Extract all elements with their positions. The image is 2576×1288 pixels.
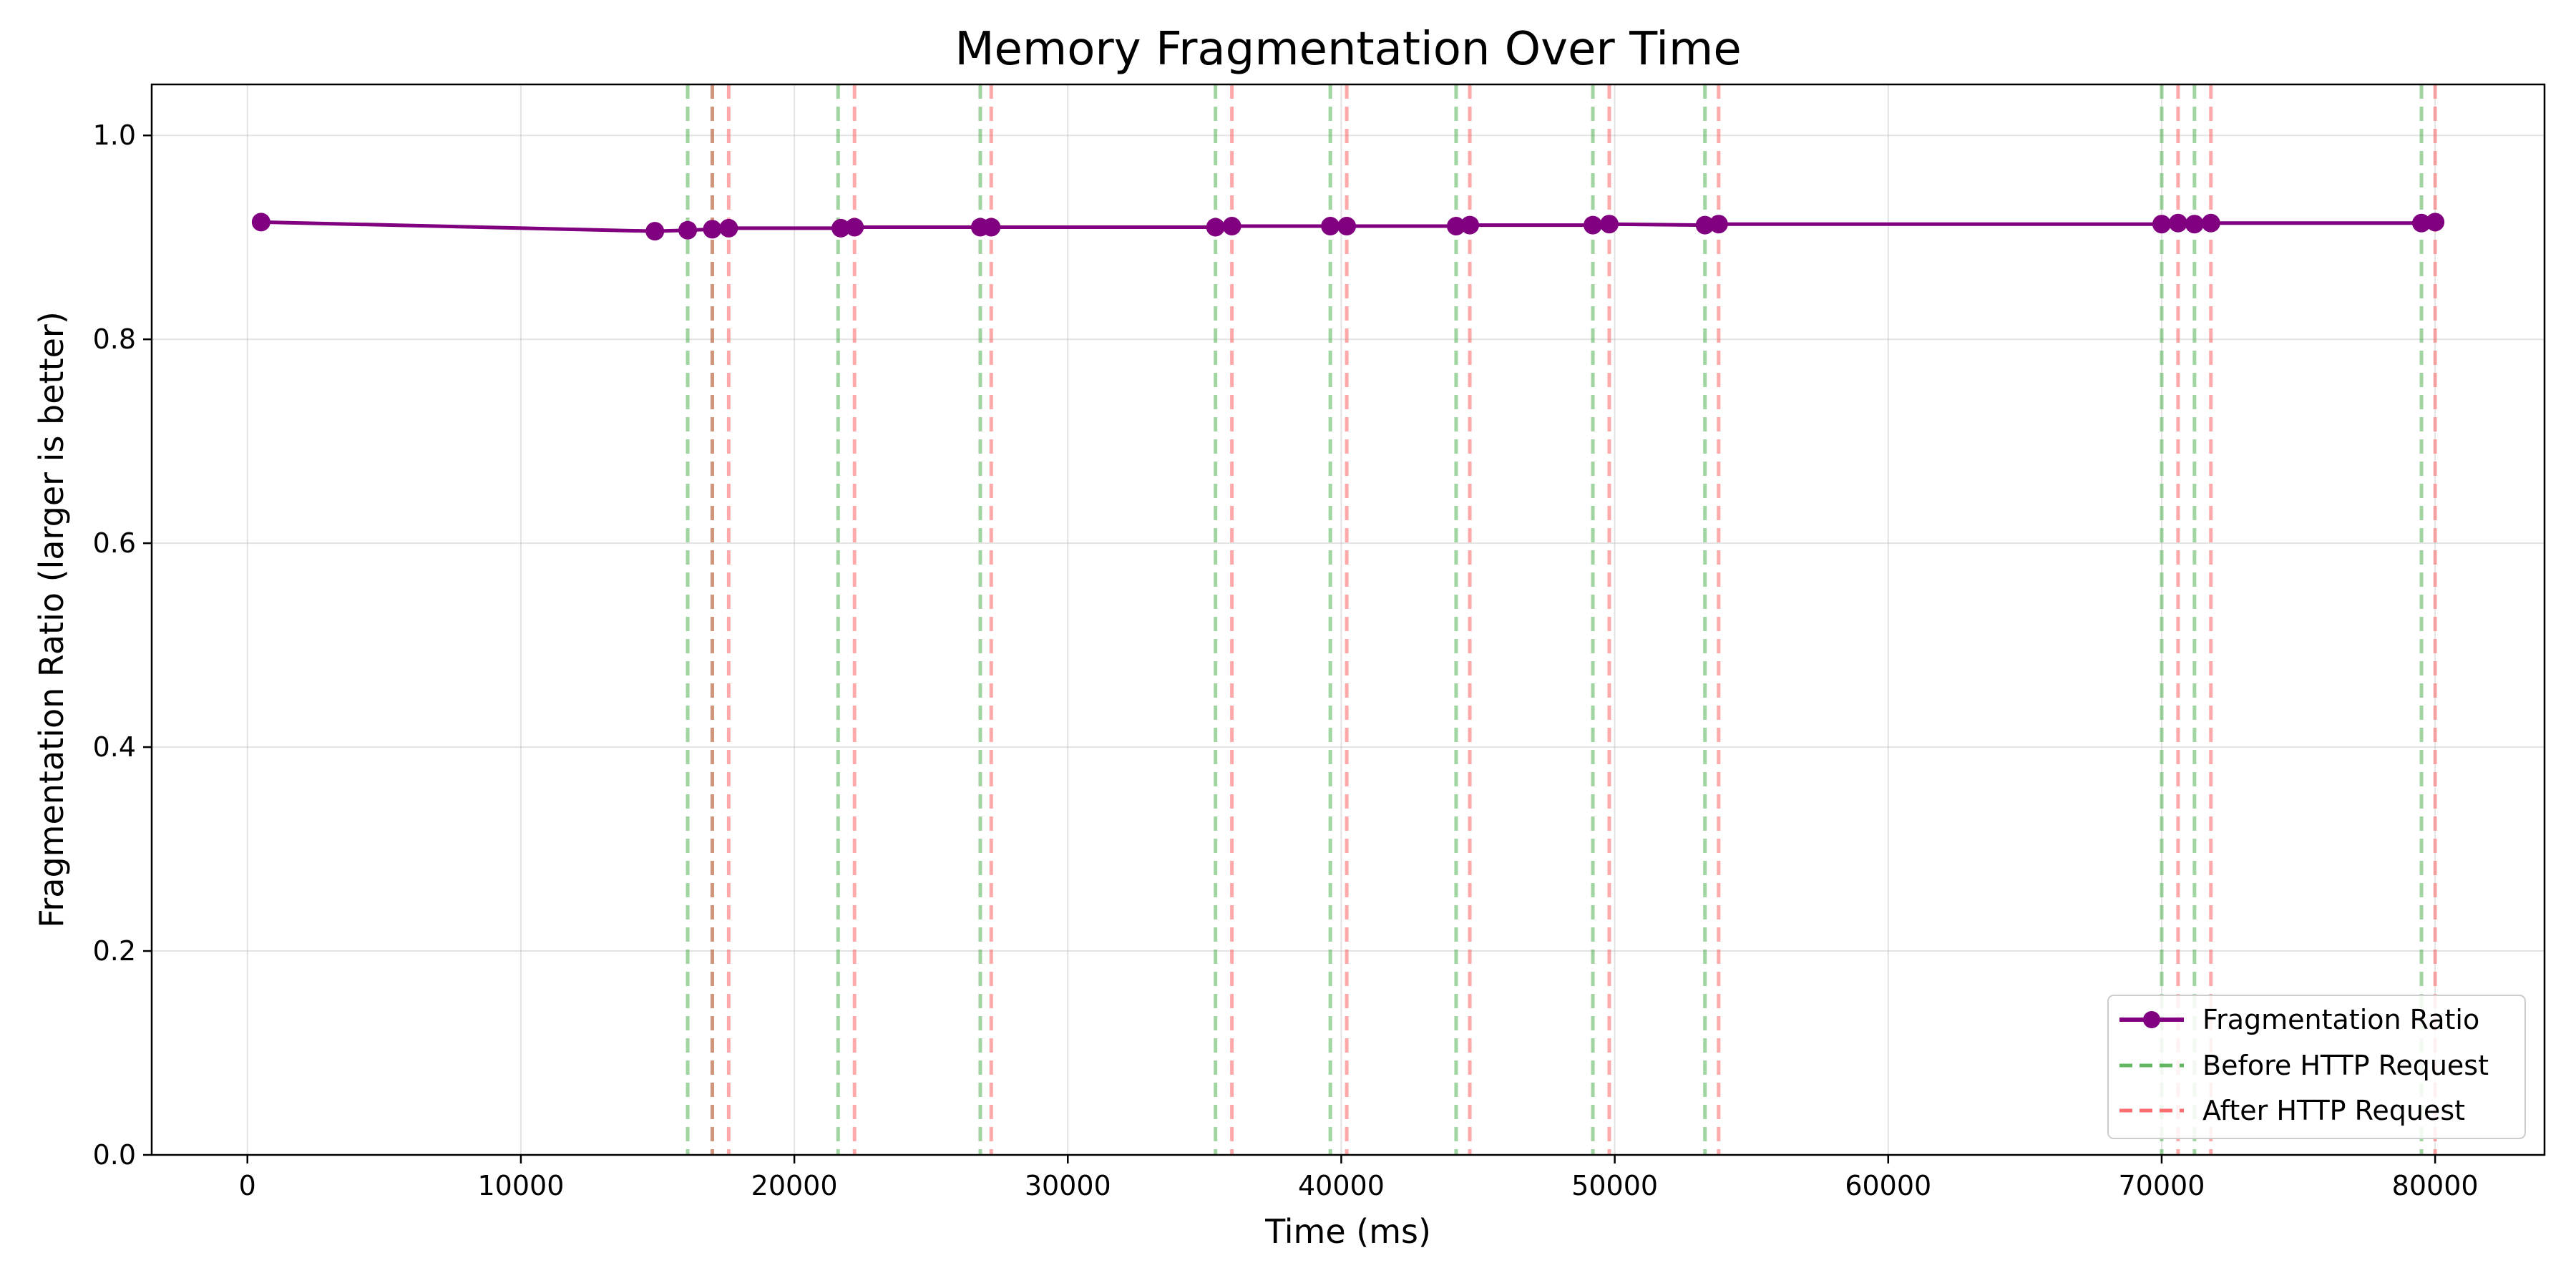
- data-point: [2185, 215, 2204, 234]
- y-tick-label: 0.2: [93, 935, 136, 967]
- data-point: [982, 218, 1001, 237]
- data-point: [831, 218, 851, 238]
- x-tick-label: 30000: [1025, 1170, 1111, 1201]
- data-point: [1337, 217, 1357, 236]
- data-point: [1599, 215, 1619, 234]
- data-point: [2152, 215, 2171, 234]
- data-point: [1460, 215, 1480, 235]
- y-tick-label: 1.0: [93, 119, 136, 151]
- data-point: [1709, 215, 1728, 234]
- legend-label-after: After HTTP Request: [2202, 1095, 2465, 1126]
- data-point: [719, 218, 738, 238]
- x-tick-label: 50000: [1571, 1170, 1658, 1201]
- y-tick-label: 0.4: [93, 731, 136, 763]
- x-tick-label: 70000: [2119, 1170, 2205, 1201]
- data-point: [2426, 213, 2445, 232]
- data-point: [678, 220, 698, 240]
- y-tick-label: 0.8: [93, 323, 136, 355]
- x-tick-label: 0: [239, 1170, 256, 1201]
- plot-frame: [150, 83, 2546, 1156]
- x-tick-label: 40000: [1298, 1170, 1385, 1201]
- data-point: [1321, 217, 1340, 236]
- series-layer: [251, 213, 2445, 241]
- legend-box: [2107, 995, 2526, 1139]
- vertical-lines-layer: [686, 84, 2437, 1155]
- data-point: [1695, 215, 1714, 235]
- x-ticks: 0 10000 20000 30000 40000 50000 60000 70000 8000…: [239, 1155, 2479, 1201]
- y-tick-label: 0.0: [93, 1139, 136, 1171]
- legend-marker-fragmentation: [2143, 1011, 2160, 1028]
- data-point: [703, 220, 722, 239]
- data-point: [645, 222, 665, 241]
- y-ticks: 0.0 0.2 0.4 0.6 0.8 1.0: [93, 119, 152, 1171]
- data-point: [1446, 217, 1465, 236]
- data-point: [1206, 218, 1225, 237]
- data-point: [1222, 217, 1241, 236]
- data-point: [2412, 213, 2431, 233]
- legend-label-fragmentation: Fragmentation Ratio: [2202, 1004, 2479, 1035]
- x-tick-label: 10000: [477, 1170, 564, 1201]
- data-point: [1584, 215, 1603, 235]
- data-point: [845, 218, 864, 237]
- legend: Fragmentation Ratio Before HTTP Request …: [2107, 995, 2526, 1139]
- data-point: [251, 213, 270, 232]
- data-point: [2201, 213, 2220, 233]
- chart-title: Memory Fragmentation Over Time: [955, 23, 1741, 76]
- x-axis-label: Time (ms): [1264, 1212, 1431, 1251]
- y-tick-label: 0.6: [93, 527, 136, 559]
- data-point: [2168, 213, 2187, 233]
- legend-label-before: Before HTTP Request: [2202, 1050, 2489, 1081]
- x-tick-label: 60000: [1845, 1170, 1931, 1201]
- x-tick-label: 80000: [2392, 1170, 2479, 1201]
- x-tick-label: 20000: [751, 1170, 838, 1201]
- y-axis-label: Fragmentation Ratio (larger is better): [32, 311, 71, 928]
